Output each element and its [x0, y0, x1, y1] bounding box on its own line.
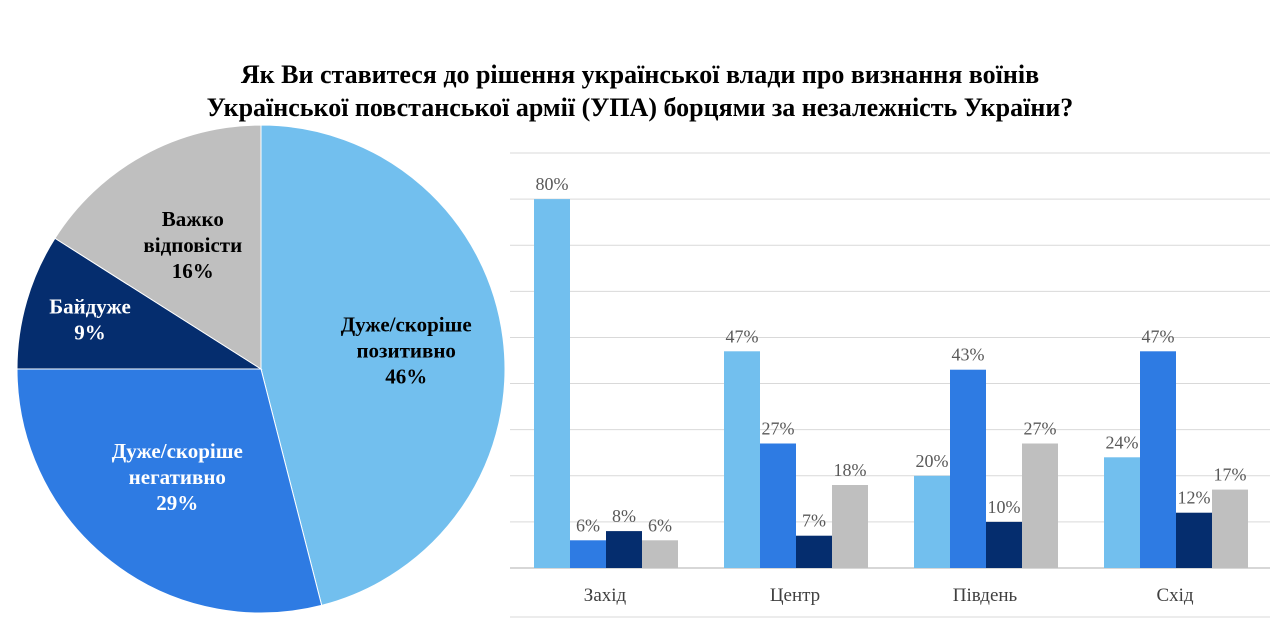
- bar: [724, 351, 760, 568]
- pie-label-line: 16%: [172, 259, 214, 283]
- bar: [534, 199, 570, 568]
- pie-slice: [260, 124, 506, 606]
- bar-value-label: 47%: [726, 326, 759, 346]
- bar: [1176, 512, 1212, 568]
- bar-value-label: 8%: [612, 506, 636, 526]
- pie-label-line: відповісти: [143, 233, 242, 257]
- bar: [760, 443, 796, 568]
- bar-value-label: 20%: [916, 451, 949, 471]
- bar-chart: 80% 6% 8% 6% Захід 47% 27% 7% 18% Центр 20% 43% 10% 2…: [510, 152, 1270, 618]
- pie-label-line: позитивно: [356, 339, 456, 363]
- pie-slice: [16, 237, 263, 370]
- bar: [606, 531, 642, 568]
- bar: [1212, 489, 1248, 568]
- pie-slice: [54, 124, 262, 370]
- bar: [914, 475, 950, 568]
- category-label: Схід: [1156, 585, 1193, 606]
- pie-label-line: 29%: [156, 491, 198, 515]
- bar-value-label: 17%: [1214, 465, 1247, 485]
- pie-slice-label: Байдуже 9%: [49, 294, 131, 344]
- bar: [570, 540, 606, 568]
- bar-value-label: 12%: [1178, 488, 1211, 508]
- title-line-2: Української повстанської армії (УПА) бор…: [206, 93, 1074, 122]
- pie-slice-label: Дуже/скоріше позитивно 46%: [341, 313, 472, 389]
- title-line-1: Як Ви ставитеся до рішення української в…: [240, 60, 1040, 89]
- bar-value-label: 10%: [988, 497, 1021, 517]
- bar-value-label: 43%: [952, 345, 985, 365]
- category-label: Центр: [770, 585, 820, 606]
- bar: [796, 535, 832, 568]
- bar: [950, 369, 986, 568]
- bar-value-label: 27%: [762, 419, 795, 439]
- bar: [642, 540, 678, 568]
- bar: [1022, 443, 1058, 568]
- bar-value-label: 27%: [1024, 419, 1057, 439]
- bar: [1140, 351, 1176, 568]
- bar-value-label: 6%: [576, 515, 600, 535]
- pie-label-line: 46%: [385, 365, 427, 389]
- chart-title: Як Ви ставитеся до рішення української в…: [0, 58, 1280, 124]
- pie-label-line: 9%: [74, 320, 106, 344]
- category-label: Захід: [584, 585, 627, 606]
- bar-value-label: 24%: [1106, 432, 1139, 452]
- pie-label-line: Байдуже: [49, 294, 131, 318]
- pie-slice-label: Дуже/скоріше негативно 29%: [112, 439, 243, 515]
- pie-label-line: Дуже/скоріше: [112, 439, 243, 463]
- bar-value-label: 7%: [802, 511, 826, 531]
- bar-value-label: 18%: [834, 460, 867, 480]
- bar: [832, 485, 868, 568]
- pie-label-line: Важко: [162, 207, 224, 231]
- pie-chart: Дуже/скоріше позитивно 46%Дуже/скоріше нега…: [16, 124, 506, 614]
- bar: [1104, 457, 1140, 568]
- pie-label-line: Дуже/скоріше: [341, 313, 472, 337]
- bar-value-label: 47%: [1142, 326, 1175, 346]
- bar: [986, 521, 1022, 568]
- bar-value-label: 80%: [536, 174, 569, 194]
- pie-slice-label: Важко відповісти 16%: [143, 207, 242, 283]
- pie-label-line: негативно: [129, 465, 226, 489]
- category-label: Південь: [953, 585, 1018, 606]
- pie-slice: [16, 368, 323, 614]
- bar-value-label: 6%: [648, 515, 672, 535]
